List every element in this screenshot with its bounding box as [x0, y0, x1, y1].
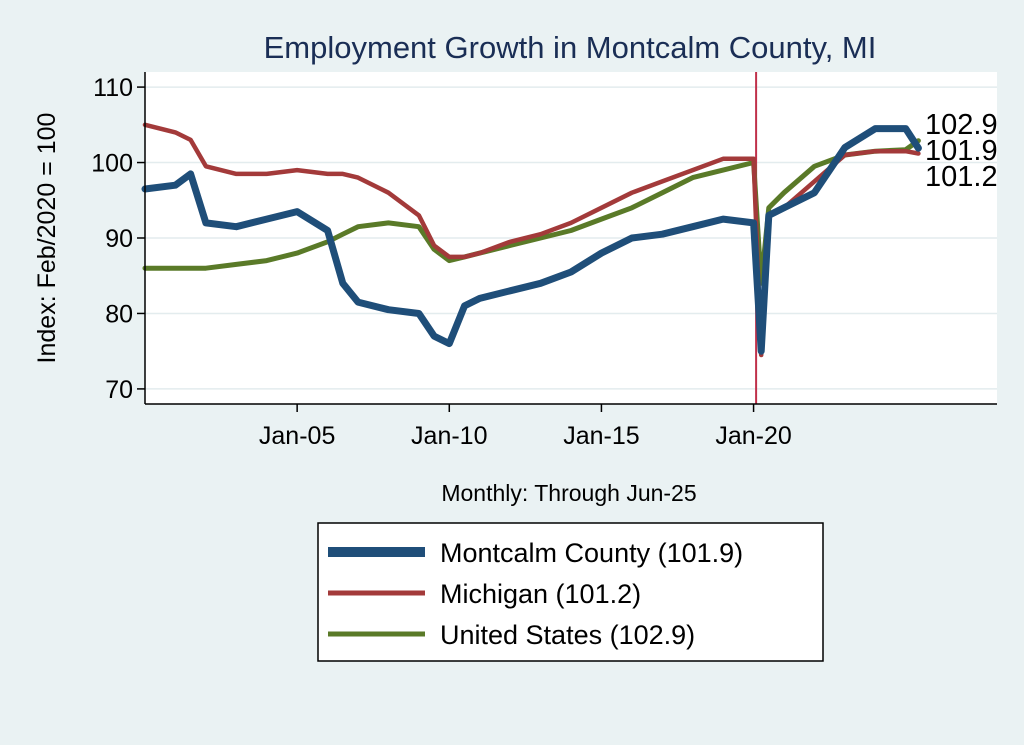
- y-tick-label-90: 90: [105, 225, 133, 253]
- series-line-0: [141, 125, 922, 355]
- y-ticks: 70 80 90 100 110: [91, 74, 145, 404]
- y-axis-title: Index: Feb/2020 = 100: [33, 113, 61, 364]
- x-tick-label-Jan-20: Jan-20: [715, 422, 791, 450]
- x-axis-title: Monthly: Through Jun-25: [441, 480, 696, 506]
- legend-label-0: Montcalm County (101.9): [440, 538, 743, 568]
- x-tick-label-Jan-05: Jan-05: [259, 422, 335, 450]
- x-tick-label-Jan-10: Jan-10: [411, 422, 487, 450]
- end-label-2: 101.2: [925, 161, 998, 193]
- gridlines: [145, 86, 997, 390]
- x-ticks: Jan-05 Jan-10 Jan-15 Jan-20: [259, 404, 792, 450]
- x-tick-label-Jan-15: Jan-15: [563, 422, 639, 450]
- legend-label-1: Michigan (101.2): [440, 579, 641, 609]
- end-label-0: 102.9: [925, 109, 998, 141]
- chart-title: Employment Growth in Montcalm County, MI: [264, 30, 877, 65]
- legend: Montcalm County (101.9) Michigan (101.2) U…: [317, 522, 824, 662]
- y-tick-label-70: 70: [105, 376, 133, 404]
- end-label-1: 101.9: [925, 135, 998, 167]
- y-tick-label-100: 100: [91, 150, 133, 178]
- legend-items: Montcalm County (101.9) Michigan (101.2) U…: [328, 538, 743, 650]
- series-lines: [141, 122, 922, 358]
- y-tick-label-80: 80: [105, 300, 133, 328]
- series-line-2: [142, 138, 921, 286]
- legend-label-2: United States (102.9): [440, 620, 695, 650]
- y-tick-label-110: 110: [93, 74, 133, 102]
